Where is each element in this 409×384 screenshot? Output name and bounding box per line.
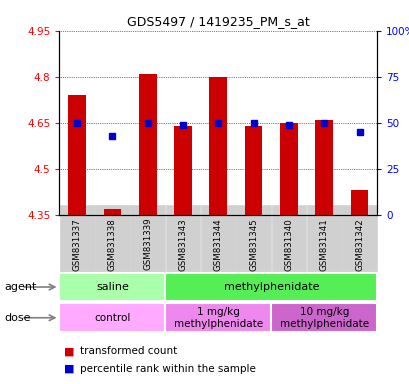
Text: agent: agent: [4, 282, 36, 292]
Text: ■: ■: [63, 364, 74, 374]
Bar: [59, 303, 165, 332]
Text: 10 mg/kg
methylphenidate: 10 mg/kg methylphenidate: [279, 307, 368, 329]
Text: saline: saline: [96, 282, 128, 292]
Bar: [174, 126, 191, 215]
Bar: [244, 126, 262, 215]
Text: dose: dose: [4, 313, 31, 323]
Bar: [139, 74, 156, 215]
Bar: [279, 123, 297, 215]
Bar: [165, 273, 376, 301]
Bar: [209, 77, 227, 215]
Bar: [103, 209, 121, 215]
Bar: [350, 190, 367, 215]
Bar: [59, 273, 165, 301]
Text: transformed count: transformed count: [80, 346, 177, 356]
Text: ■: ■: [63, 346, 74, 356]
Text: methylphenidate: methylphenidate: [223, 282, 318, 292]
Bar: [315, 120, 332, 215]
Bar: [165, 303, 271, 332]
Text: percentile rank within the sample: percentile rank within the sample: [80, 364, 255, 374]
Text: control: control: [94, 313, 130, 323]
Bar: [68, 95, 86, 215]
Bar: [271, 303, 376, 332]
Title: GDS5497 / 1419235_PM_s_at: GDS5497 / 1419235_PM_s_at: [127, 15, 309, 28]
Text: 1 mg/kg
methylphenidate: 1 mg/kg methylphenidate: [173, 307, 262, 329]
